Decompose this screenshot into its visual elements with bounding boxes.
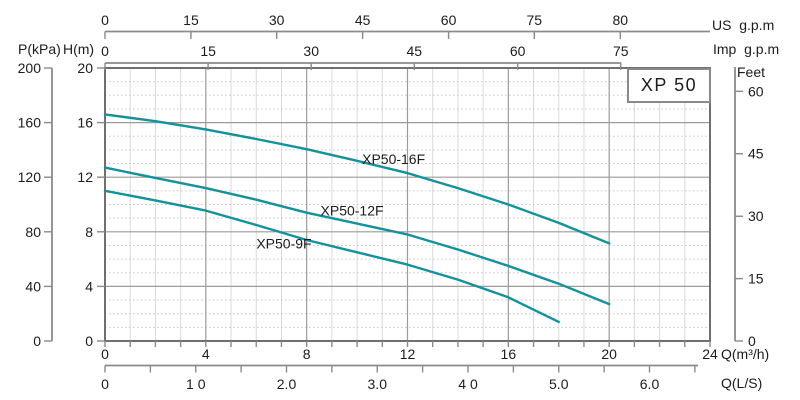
tick-label: 40 — [25, 278, 41, 294]
tick-label: 0 — [85, 333, 93, 349]
tick-label: 15 — [183, 12, 199, 28]
tick-label: 30 — [748, 208, 764, 224]
tick-label: 45 — [407, 43, 423, 59]
curve-label-XP50-16F: XP50-16F — [362, 151, 425, 167]
tick-label: 8 — [85, 224, 93, 240]
us-gpm-axis-title: US g.p.m — [712, 17, 775, 33]
p-kpa-axis: 0 40 80 120 160 200 — [18, 60, 53, 349]
tick-label: 0 — [101, 43, 109, 59]
tick-label: 200 — [18, 60, 42, 76]
h-m-axis-title: H(m) — [63, 41, 95, 57]
curve-XP50-9F — [103, 189, 560, 324]
tick-label: 8 — [303, 346, 311, 362]
model-box: XP 50 — [627, 68, 711, 103]
tick-label: 0 — [101, 346, 109, 362]
tick-label: 12 — [400, 346, 416, 362]
curve-label-XP50-9F: XP50-9F — [256, 235, 311, 251]
tick-label: 4 — [85, 278, 93, 294]
tick-label: 120 — [18, 169, 42, 185]
imp-gpm-axis-title: Imp g.p.m — [713, 41, 780, 57]
tick-label: 60 — [510, 43, 526, 59]
tick-label: 45 — [355, 12, 371, 28]
tick-label: 5.0 — [549, 376, 569, 392]
tick-label: 12 — [77, 169, 93, 185]
tick-label: 6.0 — [640, 376, 660, 392]
curve-XP50-12F — [103, 166, 611, 306]
tick-label: 60 — [748, 83, 764, 99]
tick-label: 4 0 — [458, 376, 478, 392]
tick-label: 75 — [527, 12, 543, 28]
tick-label: 4 — [202, 346, 210, 362]
tick-label: 0 — [33, 333, 41, 349]
tick-label: 16 — [501, 346, 517, 362]
q-ls-axis-title: Q(L/S) — [721, 375, 763, 391]
tick-label: 16 — [77, 115, 93, 131]
p-kpa-axis-title: P(kPa) — [18, 41, 61, 57]
grid-major — [105, 68, 710, 341]
curve-XP50-16F — [103, 113, 611, 245]
h-m-axis: 0 4 8 12 16 20 — [77, 60, 105, 349]
q-m3h-axis-title: Q(m³/h) — [721, 346, 770, 362]
tick-label: 45 — [748, 146, 764, 162]
curve-label-XP50-12F: XP50-12F — [321, 203, 384, 219]
tick-label: 3.0 — [368, 376, 388, 392]
imp-gpm-axis: 0 15 30 45 60 75 — [101, 43, 629, 70]
tick-label: 80 — [25, 224, 41, 240]
model-label: XP 50 — [640, 75, 698, 95]
feet-axis: 60 45 30 15 0 — [734, 67, 764, 349]
tick-label: 2.0 — [277, 376, 297, 392]
tick-label: 0 — [101, 12, 109, 28]
feet-axis-title: Feet — [737, 64, 766, 80]
tick-label: 15 — [748, 271, 764, 287]
tick-label: 0 — [101, 376, 109, 392]
tick-label: 160 — [18, 115, 42, 131]
tick-label: 30 — [303, 43, 319, 59]
tick-label: 30 — [269, 12, 285, 28]
tick-label: 15 — [200, 43, 216, 59]
pump-curves: XP50-16F XP50-12F XP50-9F — [103, 113, 611, 324]
tick-label: 20 — [77, 60, 93, 76]
tick-label: 0 — [748, 333, 756, 349]
tick-label: 20 — [601, 346, 617, 362]
tick-label: 1 0 — [186, 376, 206, 392]
tick-label: 60 — [441, 12, 457, 28]
tick-label: 80 — [612, 12, 628, 28]
q-m3h-axis: 0 4 8 12 16 20 24 — [101, 341, 718, 362]
tick-label: 75 — [613, 43, 629, 59]
q-ls-axis: 0 1 0 2.0 3.0 4 0 5.0 6.0 — [101, 364, 698, 392]
tick-label: 24 — [702, 346, 718, 362]
us-gpm-axis: 0 15 30 45 60 75 80 — [101, 12, 710, 39]
